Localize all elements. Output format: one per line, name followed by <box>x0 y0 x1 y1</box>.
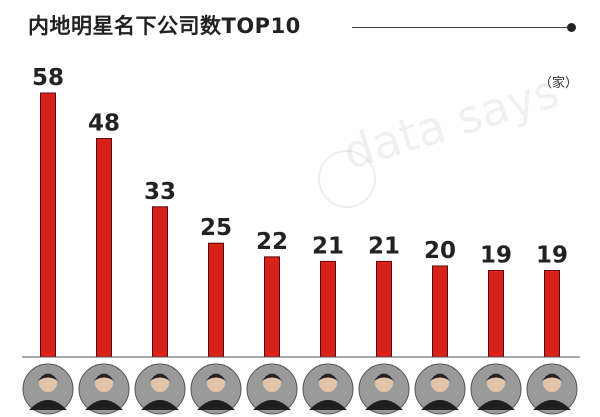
title-rule <box>352 27 570 28</box>
value-label-1: 58 <box>32 65 64 91</box>
bar-2 <box>96 138 112 358</box>
avatar-3 <box>134 363 186 415</box>
value-label-7: 21 <box>368 233 400 259</box>
bar-4 <box>208 242 224 358</box>
value-label-2: 48 <box>88 111 120 137</box>
value-labels-group: 58 48 33 25 22 21 21 20 19 19 <box>32 65 568 269</box>
value-label-4: 25 <box>200 215 232 241</box>
avatar-10 <box>526 363 578 415</box>
avatar-5 <box>246 363 298 415</box>
value-label-10: 19 <box>536 243 568 269</box>
avatar-1 <box>22 363 74 415</box>
bar-3 <box>152 206 168 358</box>
avatar-9 <box>470 363 522 415</box>
value-label-8: 20 <box>424 238 456 264</box>
value-label-9: 19 <box>480 243 512 269</box>
watermark-logo <box>318 150 376 208</box>
bar-9 <box>488 270 504 358</box>
avatars-group <box>22 363 578 415</box>
bar-7 <box>376 260 392 358</box>
bar-5 <box>264 256 280 358</box>
avatar-7 <box>358 363 410 415</box>
avatar-2 <box>78 363 130 415</box>
avatar-8 <box>414 363 466 415</box>
avatar-4 <box>190 363 242 415</box>
value-label-3: 33 <box>144 179 176 205</box>
bar-6 <box>320 260 336 358</box>
bar-8 <box>432 265 448 358</box>
avatar-6 <box>302 363 354 415</box>
title-dot <box>567 23 576 32</box>
bar-10 <box>544 270 560 358</box>
chart-title: 内地明星名下公司数TOP10 <box>28 14 301 38</box>
value-label-5: 22 <box>256 229 288 255</box>
unit-label: （家） <box>538 76 578 91</box>
value-label-6: 21 <box>312 233 344 259</box>
bar-1 <box>40 92 56 358</box>
